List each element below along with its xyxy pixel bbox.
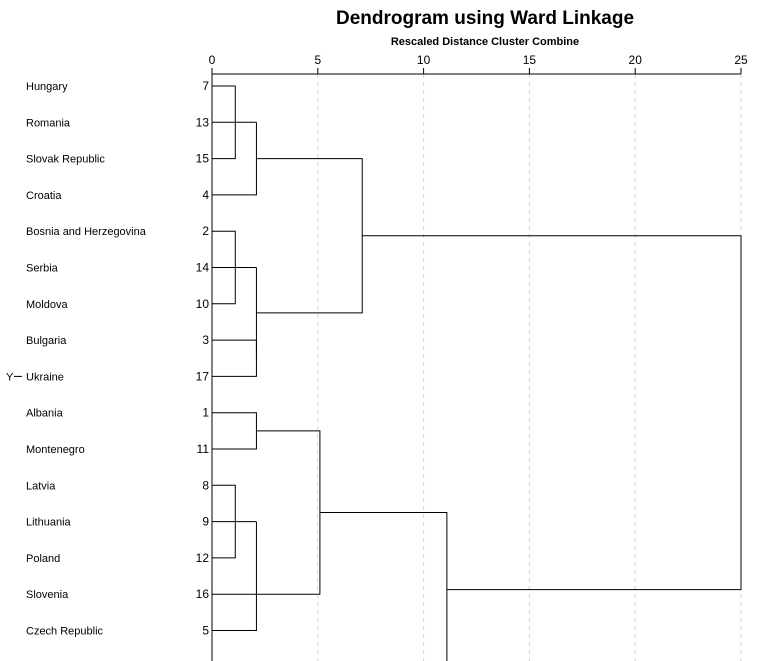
leaf-case-number: 11 — [197, 442, 210, 456]
axis-tick-label: 5 — [314, 53, 321, 67]
axis-tick-label: 20 — [629, 53, 643, 67]
y-axis-marker: Y — [6, 371, 14, 383]
leaf-label: Bulgaria — [26, 335, 67, 347]
leaf-label: Slovenia — [26, 589, 69, 601]
axis-tick-label: 15 — [523, 53, 537, 67]
dendrogram-link — [212, 430, 321, 595]
leaf-label: Hungary — [26, 81, 68, 93]
leaf-case-number: 15 — [196, 152, 210, 166]
leaf-case-number: 4 — [202, 188, 209, 202]
leaf-label: Moldova — [26, 299, 68, 311]
axis-tick-label: 10 — [417, 53, 431, 67]
leaf-label: Romania — [26, 117, 71, 129]
leaf-case-number: 3 — [202, 333, 209, 347]
leaf-case-number: 9 — [202, 515, 209, 529]
leaf-label: Latvia — [26, 480, 56, 492]
chart-title: Dendrogram using Ward Linkage — [335, 8, 635, 29]
dendrogram-link — [212, 412, 257, 450]
leaf-case-number: 14 — [196, 261, 210, 275]
leaf-case-number: 2 — [202, 224, 209, 238]
axis-tick-label: 0 — [209, 53, 216, 67]
leaf-case-number: 10 — [196, 297, 210, 311]
leaf-label: Croatia — [26, 190, 62, 202]
leaf-label: Czech Republic — [26, 626, 104, 638]
dendrogram-link — [212, 521, 257, 631]
leaf-case-number: 5 — [202, 624, 209, 638]
chart-subtitle: Rescaled Distance Cluster Combine — [390, 36, 580, 48]
leaf-case-number: 12 — [196, 551, 210, 565]
dendrogram-link — [362, 235, 742, 591]
leaf-case-number: 17 — [196, 369, 210, 383]
leaf-case-number: 13 — [196, 115, 210, 129]
leaf-label: Serbia — [26, 263, 59, 275]
leaf-label: Albania — [26, 408, 64, 420]
leaf-label: Lithuania — [26, 517, 72, 529]
dendrogram-link — [319, 512, 448, 661]
leaf-case-number: 1 — [202, 406, 209, 420]
leaf-label: Slovak Republic — [26, 154, 105, 166]
leaf-case-number: 8 — [202, 478, 209, 492]
leaf-case-number: 7 — [202, 79, 209, 93]
leaf-label: Montenegro — [26, 444, 85, 456]
axis-tick-label: 25 — [734, 53, 748, 67]
leaf-label: Ukraine — [26, 371, 64, 383]
dendrogram-link — [212, 122, 257, 196]
leaf-case-number: 16 — [196, 587, 210, 601]
dendrogram-link — [212, 339, 257, 377]
leaf-label: Bosnia and Herzegovina — [26, 226, 147, 238]
leaf-label: Poland — [26, 553, 60, 565]
dendrogram-link — [256, 158, 363, 314]
leaf-case-number: 6 — [202, 660, 209, 661]
